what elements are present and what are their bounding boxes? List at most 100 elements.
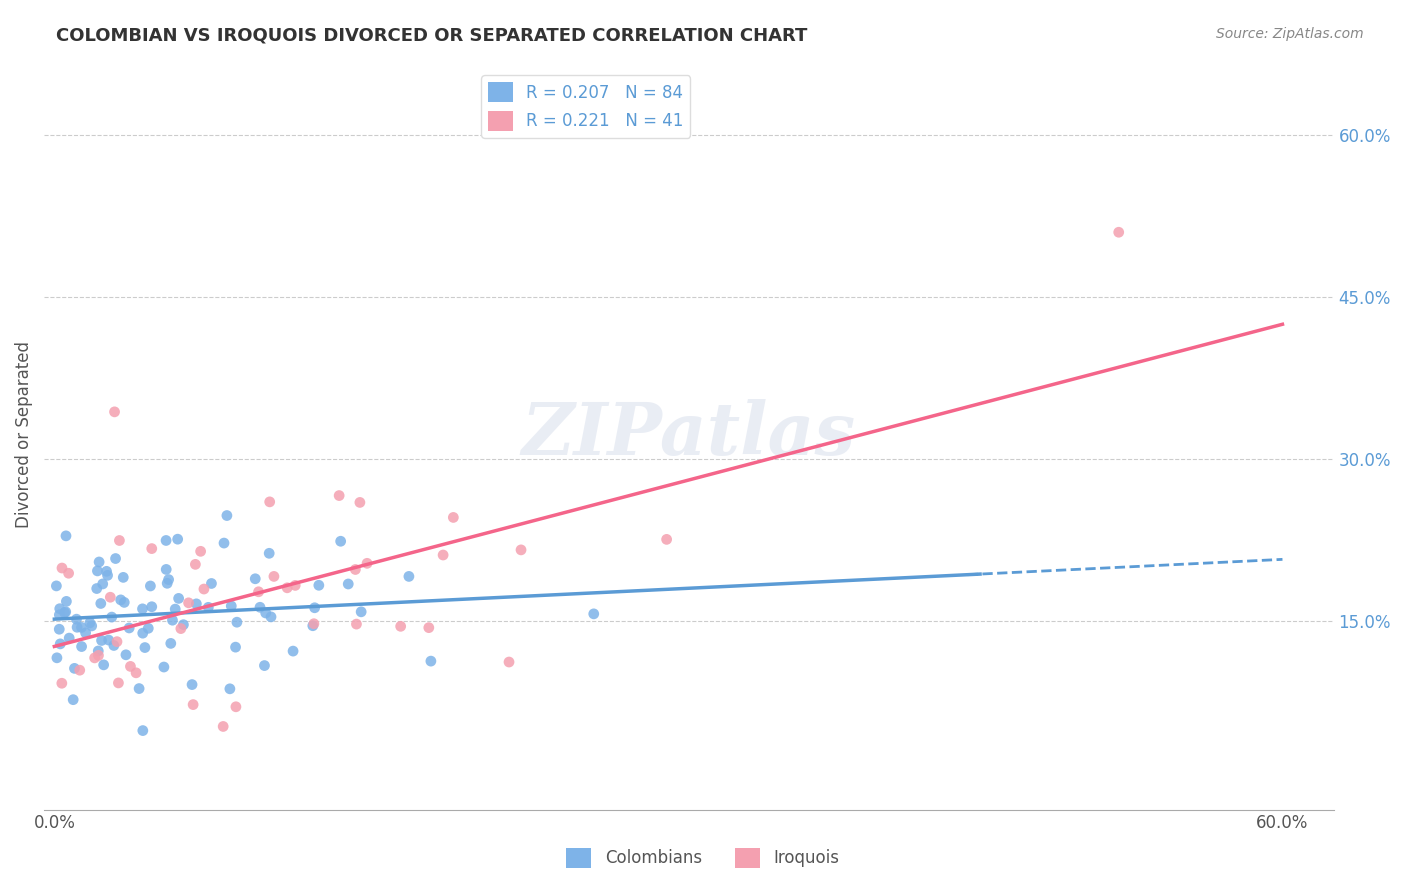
- Iroquois: [103, 405, 125, 419]
- Colombians: [245, 572, 267, 586]
- Colombians: [55, 529, 77, 543]
- Colombians: [219, 681, 242, 696]
- Iroquois: [259, 495, 281, 509]
- Text: COLOMBIAN VS IROQUOIS DIVORCED OR SEPARATED CORRELATION CHART: COLOMBIAN VS IROQUOIS DIVORCED OR SEPARA…: [56, 27, 807, 45]
- Colombians: [112, 595, 135, 609]
- Iroquois: [69, 663, 91, 677]
- Colombians: [155, 533, 177, 548]
- Iroquois: [58, 566, 80, 581]
- Colombians: [86, 582, 108, 596]
- Colombians: [225, 615, 247, 630]
- Colombians: [93, 657, 115, 672]
- Colombians: [79, 615, 101, 630]
- Colombians: [49, 601, 72, 615]
- Colombians: [253, 658, 276, 673]
- Iroquois: [98, 591, 121, 605]
- Colombians: [197, 600, 219, 615]
- Colombians: [96, 565, 118, 579]
- Colombians: [141, 599, 163, 614]
- Iroquois: [510, 542, 533, 557]
- Iroquois: [302, 616, 325, 631]
- Colombians: [337, 577, 360, 591]
- Colombians: [100, 610, 122, 624]
- Colombians: [62, 692, 84, 706]
- Colombians: [132, 723, 155, 738]
- Iroquois: [190, 544, 212, 558]
- Iroquois: [1108, 225, 1130, 239]
- Colombians: [97, 568, 120, 582]
- Colombians: [155, 562, 177, 576]
- Text: ZIPatlas: ZIPatlas: [522, 399, 856, 470]
- Iroquois: [284, 578, 307, 592]
- Iroquois: [105, 634, 128, 648]
- Iroquois: [87, 648, 110, 663]
- Colombians: [166, 532, 188, 546]
- Legend: Colombians, Iroquois: Colombians, Iroquois: [560, 841, 846, 875]
- Iroquois: [141, 541, 163, 556]
- Colombians: [48, 607, 70, 622]
- Text: Source: ZipAtlas.com: Source: ZipAtlas.com: [1216, 27, 1364, 41]
- Colombians: [115, 648, 138, 662]
- Iroquois: [356, 557, 378, 571]
- Colombians: [48, 622, 70, 636]
- Colombians: [219, 599, 242, 613]
- Colombians: [104, 551, 127, 566]
- Iroquois: [107, 676, 129, 690]
- Iroquois: [498, 655, 520, 669]
- Iroquois: [276, 581, 298, 595]
- Iroquois: [344, 562, 367, 576]
- Colombians: [90, 597, 112, 611]
- Colombians: [582, 607, 605, 621]
- Colombians: [329, 534, 352, 549]
- Colombians: [186, 597, 208, 611]
- Iroquois: [263, 569, 285, 583]
- Colombians: [419, 654, 441, 668]
- Colombians: [110, 593, 132, 607]
- Colombians: [260, 610, 283, 624]
- Iroquois: [328, 489, 350, 503]
- Colombians: [134, 640, 156, 655]
- Colombians: [153, 660, 176, 674]
- Iroquois: [181, 698, 204, 712]
- Iroquois: [51, 561, 73, 575]
- Colombians: [53, 606, 76, 620]
- Iroquois: [193, 582, 215, 596]
- Iroquois: [125, 665, 148, 680]
- Iroquois: [418, 621, 440, 635]
- Colombians: [118, 621, 141, 635]
- Colombians: [103, 639, 125, 653]
- Colombians: [80, 619, 103, 633]
- Colombians: [398, 569, 420, 583]
- Colombians: [45, 579, 67, 593]
- Iroquois: [51, 676, 73, 690]
- Iroquois: [432, 548, 454, 562]
- Colombians: [225, 640, 247, 654]
- Colombians: [172, 617, 194, 632]
- Colombians: [257, 546, 280, 560]
- Y-axis label: Divorced or Separated: Divorced or Separated: [15, 341, 32, 528]
- Iroquois: [177, 596, 200, 610]
- Colombians: [162, 613, 184, 627]
- Iroquois: [225, 699, 247, 714]
- Iroquois: [184, 558, 207, 572]
- Colombians: [86, 564, 108, 578]
- Colombians: [128, 681, 150, 696]
- Colombians: [75, 626, 97, 640]
- Colombians: [90, 633, 112, 648]
- Iroquois: [212, 719, 235, 733]
- Colombians: [136, 621, 159, 635]
- Colombians: [66, 620, 89, 634]
- Colombians: [308, 578, 330, 592]
- Colombians: [132, 626, 155, 640]
- Colombians: [156, 576, 179, 591]
- Colombians: [65, 612, 87, 626]
- Colombians: [249, 600, 271, 615]
- Colombians: [304, 600, 326, 615]
- Iroquois: [346, 617, 368, 632]
- Colombians: [91, 577, 114, 591]
- Iroquois: [120, 659, 142, 673]
- Colombians: [215, 508, 238, 523]
- Colombians: [139, 579, 162, 593]
- Iroquois: [349, 495, 371, 509]
- Colombians: [70, 620, 93, 634]
